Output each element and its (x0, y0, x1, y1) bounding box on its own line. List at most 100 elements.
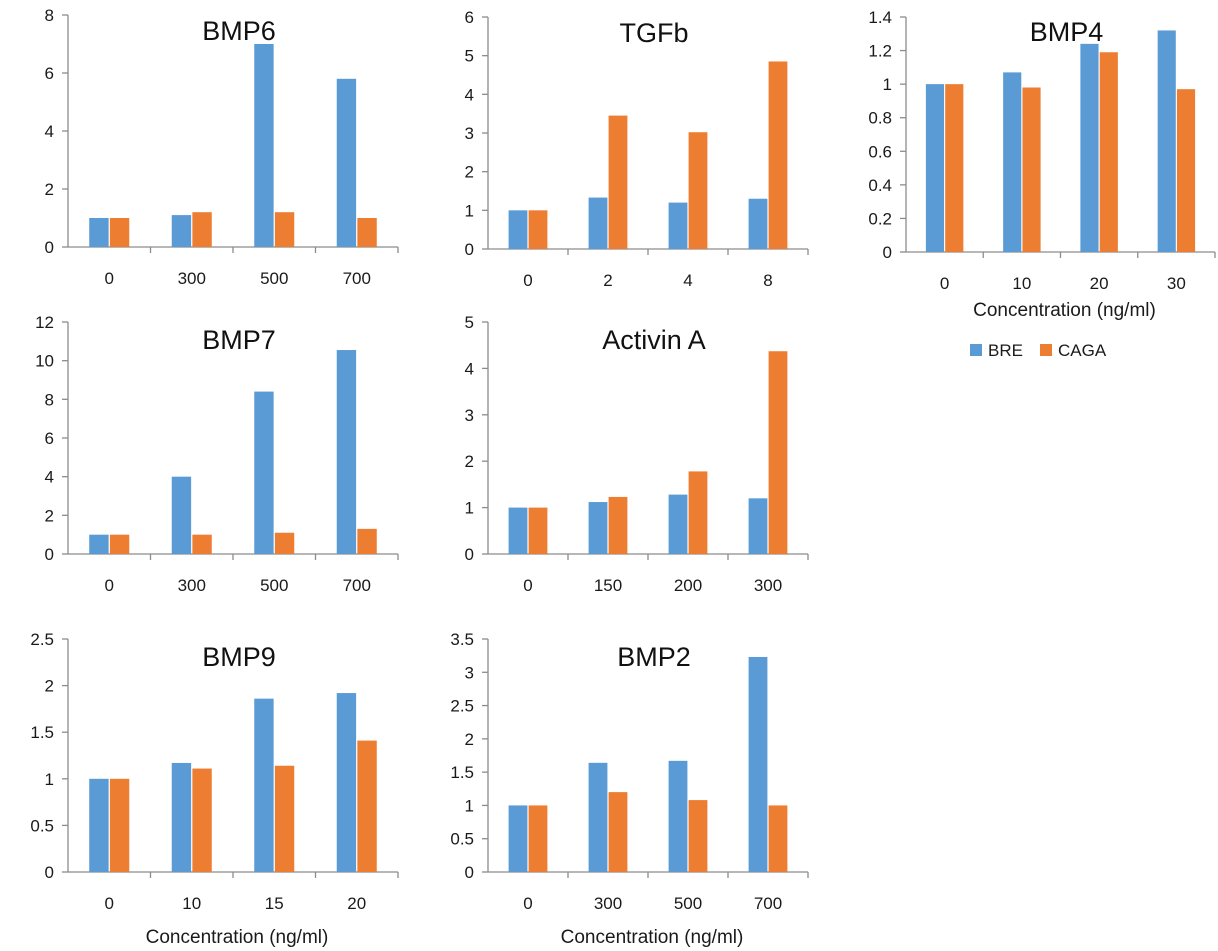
bar-bre-700 (336, 78, 357, 247)
bar-bre-0 (89, 218, 109, 247)
bar-caga-300 (768, 351, 788, 554)
bar-caga-8 (768, 61, 788, 249)
chart-title: BMP6 (202, 16, 276, 46)
y-tick-label: 1 (45, 770, 54, 789)
legend-swatch-bre (970, 344, 982, 356)
x-axis-title: Concentration (ng/ml) (146, 927, 329, 948)
x-tick-label: 20 (347, 894, 366, 913)
y-tick-label: 1.4 (868, 8, 892, 27)
x-tick-label: 300 (178, 576, 206, 595)
bar-caga-700 (357, 218, 377, 247)
x-tick-label: 10 (182, 894, 201, 913)
chart-title: BMP9 (202, 642, 276, 672)
bar-bre-0 (925, 84, 945, 253)
x-tick-label: 20 (1090, 274, 1109, 293)
y-tick-label: 2.5 (30, 630, 54, 649)
bar-bre-10 (1003, 72, 1022, 253)
y-tick-label: 1 (465, 201, 474, 220)
bar-caga-20 (357, 740, 377, 872)
y-tick-label: 6 (465, 8, 474, 27)
y-tick-label: 0 (883, 243, 892, 262)
bar-bre-0 (89, 778, 109, 872)
y-tick-label: 0 (465, 240, 474, 259)
bar-bre-0 (508, 507, 528, 554)
legend: BRE CAGA (970, 341, 1107, 360)
bar-caga-700 (357, 528, 377, 554)
y-tick-label: 3 (465, 406, 474, 425)
bar-bre-0 (89, 534, 109, 554)
y-tick-label: 4 (465, 85, 474, 104)
x-axis-title: Concentration (ng/ml) (973, 300, 1156, 321)
bar-caga-0 (528, 805, 548, 872)
bar-bre-200 (668, 494, 688, 554)
bar-caga-10 (192, 768, 212, 872)
y-tick-label: 0 (45, 238, 54, 257)
x-tick-label: 300 (594, 894, 622, 913)
y-tick-label: 0.4 (868, 176, 892, 195)
y-tick-label: 4 (465, 359, 474, 378)
y-tick-label: 0 (45, 863, 54, 882)
bar-caga-0 (109, 218, 130, 247)
bar-bre-0 (508, 210, 528, 249)
x-tick-label: 0 (523, 894, 532, 913)
bar-caga-700 (768, 805, 788, 872)
x-axis-title: Concentration (ng/ml) (561, 927, 744, 948)
chart-0: 0 2 4 6 8 0 300 500 700 BMP6 (45, 6, 399, 288)
bar-bre-15 (254, 698, 274, 872)
bar-bre-30 (1157, 30, 1176, 252)
y-tick-label: 6 (45, 64, 54, 83)
bar-caga-15 (274, 765, 295, 872)
y-tick-label: 8 (45, 390, 54, 409)
x-tick-label: 15 (265, 894, 284, 913)
y-tick-label: 1 (465, 796, 474, 815)
bar-caga-500 (274, 532, 295, 554)
x-tick-label: 0 (523, 271, 532, 290)
bar-caga-200 (688, 471, 708, 554)
chart-6: 0 0.5 1 1.5 2 2.5 3 3.5 0 300 500 700 BMP2 Concentrat… (450, 630, 809, 948)
x-tick-label: 0 (940, 274, 949, 293)
bar-bre-700 (748, 656, 768, 872)
bar-caga-30 (1176, 89, 1196, 252)
bar-bre-2 (588, 197, 608, 249)
y-tick-label: 2 (45, 677, 54, 696)
bar-caga-500 (688, 800, 708, 872)
chart-title: BMP2 (617, 642, 691, 672)
y-tick-label: 3 (465, 124, 474, 143)
x-tick-label: 200 (674, 576, 702, 595)
y-tick-label: 2 (45, 506, 54, 525)
x-tick-label: 4 (683, 271, 692, 290)
bar-bre-500 (668, 760, 688, 872)
x-tick-label: 0 (105, 269, 114, 288)
bar-bre-20 (1080, 43, 1099, 252)
bar-caga-300 (192, 212, 212, 247)
y-tick-label: 2 (45, 180, 54, 199)
bar-caga-300 (192, 534, 212, 554)
x-tick-label: 500 (674, 894, 702, 913)
bar-caga-0 (528, 210, 548, 249)
y-tick-label: 0 (45, 545, 54, 564)
x-tick-label: 300 (178, 269, 206, 288)
y-tick-label: 2.5 (450, 697, 474, 716)
y-tick-label: 2 (465, 730, 474, 749)
y-tick-label: 0.8 (868, 109, 892, 128)
bar-bre-300 (171, 215, 192, 247)
x-tick-label: 0 (105, 576, 114, 595)
bar-bre-500 (254, 44, 274, 247)
bar-bre-20 (336, 693, 357, 872)
x-tick-label: 2 (603, 271, 612, 290)
x-tick-label: 300 (754, 576, 782, 595)
bar-caga-0 (528, 507, 548, 554)
y-tick-label: 5 (465, 313, 474, 332)
bar-caga-500 (274, 212, 295, 247)
bar-caga-10 (1022, 87, 1041, 252)
x-tick-label: 500 (260, 576, 288, 595)
y-tick-label: 3.5 (450, 630, 474, 649)
y-tick-label: 1.5 (450, 763, 474, 782)
legend-label-bre: BRE (988, 341, 1023, 360)
y-tick-label: 1 (883, 75, 892, 94)
bar-caga-20 (1099, 52, 1118, 252)
y-tick-label: 6 (45, 429, 54, 448)
y-tick-label: 4 (45, 468, 54, 487)
y-tick-label: 2 (465, 163, 474, 182)
